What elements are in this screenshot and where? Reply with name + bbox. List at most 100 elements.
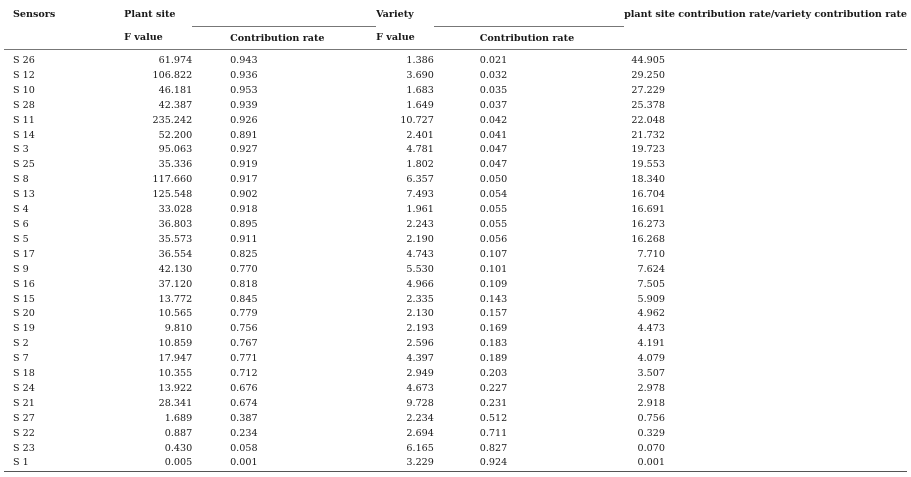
cell-plant-f-value: 17.947 (158, 353, 193, 365)
cell-gap (434, 99, 470, 114)
cell-sensor: S 11 (13, 114, 35, 126)
cell-plant-contribution: 0.902 (230, 189, 258, 201)
cell-gap (192, 69, 219, 84)
cell-variety-contribution: 0.035 (479, 84, 508, 96)
cell-variety-f-value: 1.802 (406, 159, 434, 171)
cell-variety-f-value: 1.683 (406, 84, 434, 96)
cell-variety-contribution: 0.512 (479, 412, 508, 424)
table-row: S 26 61.974 0.943 1.386 0.021 44.905 (4, 50, 907, 69)
cell-plant-f-value: 36.554 (158, 248, 193, 260)
cell-variety-contribution: 0.032 (479, 69, 508, 81)
cell-gap (192, 173, 219, 188)
cell-variety-f-value: 6.165 (406, 442, 434, 454)
cell-variety-contribution: 0.827 (479, 442, 508, 454)
cell-plant-f-value: 52.200 (158, 129, 193, 141)
cell-plant-contribution: 0.939 (230, 99, 258, 111)
cell-plant-contribution: 0.926 (230, 114, 258, 126)
cell-ratio: 5.909 (637, 293, 665, 305)
cell-ratio: 4.473 (637, 323, 665, 335)
cell-plant-f-value: 35.336 (158, 159, 193, 171)
cell-plant-f-value: 42.387 (158, 99, 193, 111)
cell-gap (192, 114, 219, 129)
cell-plant-f-value: 0.887 (164, 427, 193, 439)
cell-sensor: S 9 (13, 263, 29, 275)
cell-sensor: S 10 (13, 84, 35, 96)
table-row: S 14 52.200 0.891 2.401 0.041 21.732 (4, 129, 907, 144)
cell-gap (433, 456, 470, 473)
cell-plant-contribution: 0.674 (230, 397, 258, 409)
cell-ratio: 0.756 (637, 412, 665, 424)
table-row: S 27 1.689 0.387 2.234 0.512 0.756 (4, 412, 907, 427)
cell-plant-contribution: 0.895 (230, 218, 258, 230)
table-row: S 23 0.430 0.058 6.165 0.827 0.070 (4, 442, 907, 457)
cell-ratio: 16.704 (631, 189, 665, 201)
cell-sensor: S 6 (13, 218, 29, 230)
header-group-row: Sensors Plant site Variety plant site co… (4, 2, 907, 27)
header-sensors: Sensors (13, 8, 56, 20)
cell-plant-contribution: 0.919 (230, 159, 258, 171)
cell-variety-contribution: 0.056 (479, 233, 508, 245)
cell-variety-contribution: 0.169 (479, 323, 508, 335)
table-row: S 13 125.548 0.902 7.493 0.054 16.704 (4, 188, 907, 203)
cell-gap (434, 158, 470, 173)
cell-variety-f-value: 2.193 (406, 323, 434, 335)
table-row: S 16 37.120 0.818 4.966 0.109 7.505 (4, 278, 907, 293)
header-gap (192, 26, 220, 50)
cell-gap (434, 263, 470, 278)
cell-ratio: 29.250 (631, 69, 665, 81)
cell-sensor: S 22 (13, 427, 35, 439)
cell-variety-contribution: 0.042 (479, 114, 508, 126)
cell-gap (434, 307, 470, 322)
header-variety-span (433, 2, 470, 27)
table-row: S 5 35.573 0.911 2.190 0.056 16.268 (4, 233, 907, 248)
cell-sensor: S 18 (13, 368, 35, 380)
table-row: S 2 10.859 0.767 2.596 0.183 4.191 (4, 337, 907, 352)
cell-sensor: S 25 (13, 159, 35, 171)
cell-gap (434, 129, 470, 144)
cell-variety-contribution: 0.183 (479, 338, 508, 350)
cell-gap (192, 188, 219, 203)
cell-gap (434, 293, 470, 308)
cell-gap (192, 218, 219, 233)
cell-plant-contribution: 0.891 (230, 129, 258, 141)
cell-gap (192, 84, 219, 99)
cell-variety-f-value: 2.190 (406, 233, 434, 245)
cell-gap (192, 99, 219, 114)
cell-plant-contribution: 0.779 (230, 308, 258, 320)
table-row: S 7 17.947 0.771 4.397 0.189 4.079 (4, 352, 907, 367)
header-plant-contribution: Contribution rate (219, 26, 377, 50)
cell-sensor: S 17 (13, 248, 35, 260)
table-row: S 21 28.341 0.674 9.728 0.231 2.918 (4, 397, 907, 412)
cell-gap (434, 278, 470, 293)
cell-variety-contribution: 0.227 (479, 382, 508, 394)
cell-gap (192, 143, 219, 158)
table-row: S 10 46.181 0.953 1.683 0.035 27.229 (4, 84, 907, 99)
cell-gap (192, 427, 219, 442)
header-ratio-blank (624, 26, 907, 50)
cell-sensor: S 5 (13, 233, 29, 245)
cell-sensor: S 12 (13, 69, 35, 81)
cell-variety-f-value: 1.649 (406, 99, 434, 111)
cell-ratio: 0.329 (637, 427, 665, 439)
table-row: S 20 10.565 0.779 2.130 0.157 4.962 (4, 307, 907, 322)
cell-plant-f-value: 13.922 (158, 382, 193, 394)
table-row: S 19 9.810 0.756 2.193 0.169 4.473 (4, 322, 907, 337)
cell-plant-contribution: 0.771 (230, 353, 258, 365)
table-row: S 15 13.772 0.845 2.335 0.143 5.909 (4, 293, 907, 308)
cell-sensor: S 21 (13, 397, 35, 409)
header-plant-site: Plant site (124, 8, 176, 20)
cell-variety-f-value: 2.130 (406, 308, 434, 320)
cell-variety-f-value: 4.673 (406, 382, 434, 394)
cell-gap (434, 352, 470, 367)
header-variety: Variety (376, 8, 414, 20)
cell-variety-f-value: 2.234 (406, 412, 434, 424)
cell-ratio: 4.079 (637, 353, 665, 365)
cell-variety-f-value: 4.966 (406, 278, 434, 290)
cell-gap (192, 278, 219, 293)
table-row: S 28 42.387 0.939 1.649 0.037 25.378 (4, 99, 907, 114)
cell-plant-contribution: 0.943 (230, 55, 258, 66)
cell-plant-f-value: 10.565 (158, 308, 193, 320)
cell-ratio: 44.905 (631, 55, 665, 66)
cell-ratio: 0.001 (624, 456, 907, 473)
cell-plant-f-value: 0.005 (106, 456, 193, 473)
